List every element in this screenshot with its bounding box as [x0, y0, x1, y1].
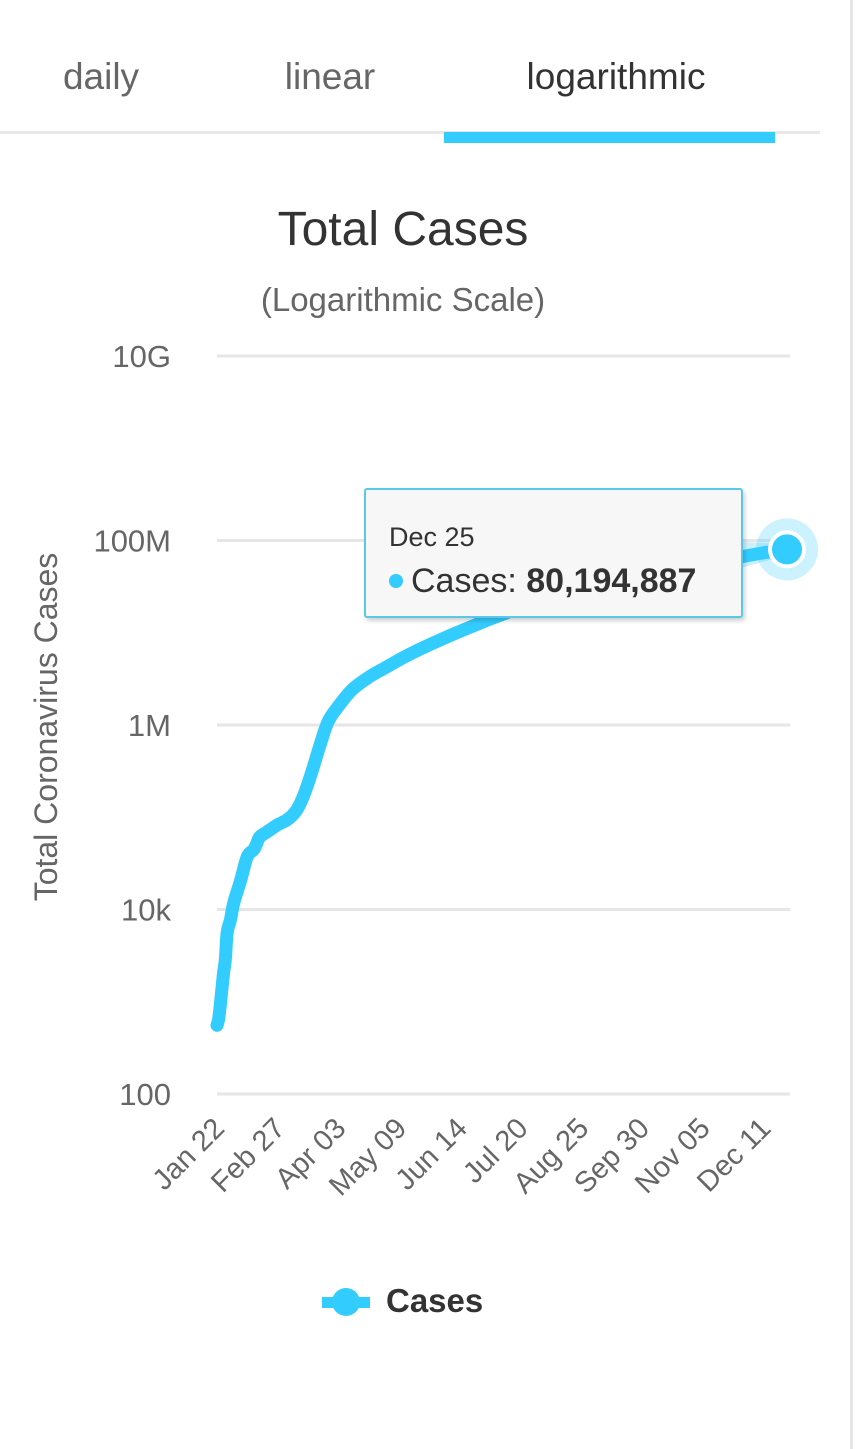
grid-lines: [217, 354, 790, 1096]
tooltip-value: 80,194,887: [526, 562, 697, 600]
y-axis-label: Total Coronavirus Cases: [28, 553, 64, 902]
y-axis-ticks: 100 10k 1M 100M 10G: [93, 339, 171, 1112]
data-tooltip: Dec 25 Cases: 80,194,887: [364, 488, 743, 618]
y-tick-label: 10k: [121, 893, 171, 928]
tab-logarithmic[interactable]: logarithmic: [526, 56, 706, 97]
tooltip-value-row: Cases: 80,194,887: [389, 562, 696, 601]
legend-symbol-icon: [320, 1288, 372, 1316]
y-tick-label: 100: [119, 1077, 171, 1112]
cases-series-line[interactable]: [210, 542, 794, 1032]
y-tick-label: 1M: [128, 708, 171, 743]
tooltip-date: Dec 25: [389, 522, 475, 552]
legend-label: Cases: [386, 1282, 484, 1319]
hovered-point-marker[interactable]: [768, 530, 806, 569]
y-tick-label: 100M: [93, 524, 171, 559]
tab-daily[interactable]: daily: [62, 56, 140, 97]
chart-title: Total Cases: [277, 203, 529, 256]
tooltip-series-label: Cases:: [411, 562, 527, 600]
tooltip-series-dot: [389, 574, 403, 589]
y-tick-label: 10G: [112, 339, 171, 374]
active-tab-indicator: [444, 132, 775, 143]
chart-subtitle: (Logarithmic Scale): [260, 281, 546, 318]
tab-linear[interactable]: linear: [284, 56, 376, 97]
tabs-divider: [0, 131, 820, 134]
scroll-edge: [850, 0, 853, 1449]
chart-scale-tabs: daily linear logarithmic: [0, 0, 820, 143]
